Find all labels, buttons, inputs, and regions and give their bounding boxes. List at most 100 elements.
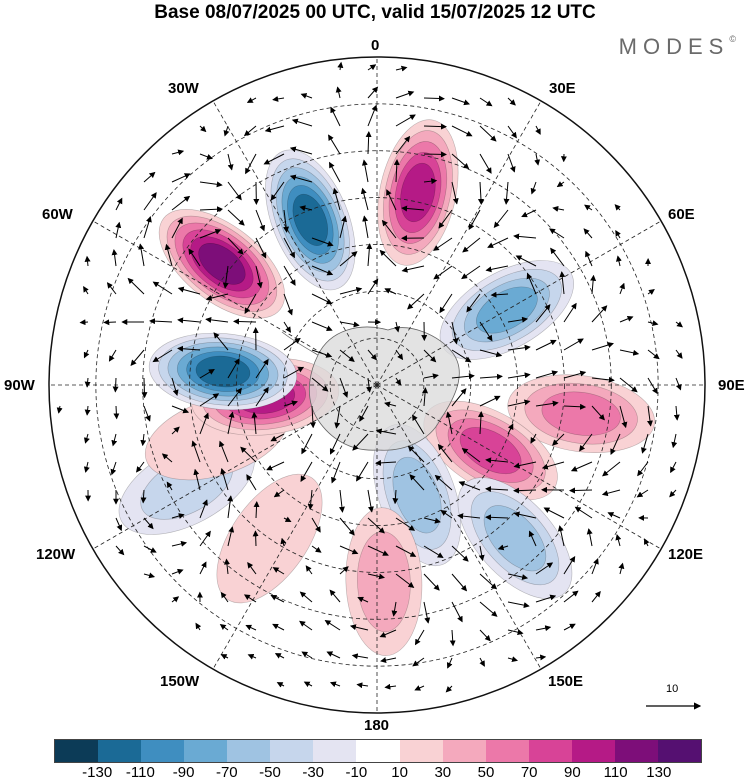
wind-vector <box>227 411 235 435</box>
wind-vector <box>276 682 285 688</box>
wind-vector <box>563 590 579 603</box>
wind-vector <box>152 349 173 363</box>
wind-vector <box>171 426 180 435</box>
wind-vector <box>110 461 117 476</box>
wind-vector <box>143 215 152 239</box>
wind-vector <box>79 319 89 326</box>
wind-vector <box>507 601 530 609</box>
wind-vector <box>143 572 156 579</box>
wind-vector <box>246 97 257 103</box>
anomaly-contour <box>198 243 246 285</box>
wind-vector <box>367 104 378 127</box>
wind-vector <box>563 555 576 575</box>
wind-vector <box>332 187 341 211</box>
wind-vector <box>272 95 285 102</box>
wind-vector <box>423 601 431 624</box>
lon-label-30w: 30W <box>168 80 199 97</box>
wind-vector <box>301 433 313 455</box>
wind-vector <box>219 624 229 631</box>
wind-vector <box>466 293 481 313</box>
colorbar-swatch <box>442 740 486 762</box>
wind-vector <box>579 433 593 452</box>
wind-vector <box>140 433 147 447</box>
wind-vector <box>171 513 185 519</box>
wind-vector <box>591 405 605 421</box>
wind-vector <box>375 428 397 435</box>
wind-vector <box>177 345 201 352</box>
wind-vector <box>324 620 341 631</box>
wind-vector <box>647 377 658 395</box>
wind-vector <box>339 251 358 267</box>
wind-vector <box>339 517 355 536</box>
wind-vector <box>301 651 313 659</box>
wind-vector <box>331 461 341 484</box>
wind-vector <box>423 178 438 185</box>
wind-vector <box>409 474 425 491</box>
wind-vector <box>673 405 680 421</box>
wind-vector <box>199 153 213 160</box>
colorbar-tick-label: -130 <box>82 764 113 781</box>
wind-vector <box>329 589 341 603</box>
wind-vector <box>479 395 501 407</box>
wind-vector <box>552 433 565 446</box>
wind-vector <box>199 125 207 133</box>
wind-vector <box>507 153 516 173</box>
wind-vector <box>563 623 576 631</box>
wind-vector <box>356 461 369 482</box>
meridian-line <box>376 384 542 670</box>
wind-vector <box>283 366 305 379</box>
wind-vector <box>395 65 408 72</box>
wind-vector <box>300 461 313 482</box>
wind-vector <box>171 377 179 396</box>
colorbar-swatch <box>657 740 701 762</box>
wind-vector <box>330 106 341 127</box>
colorbar-tick-label: 10 <box>391 764 408 781</box>
wind-vector <box>311 517 321 533</box>
wind-vector <box>462 237 481 253</box>
colorbar-ticks: -130 -110 -90 -70 -50 -30 -10 10 30 50 70 90 110 130 <box>54 764 702 782</box>
wind-vector <box>563 370 587 379</box>
wind-vector <box>367 489 374 513</box>
colorbar-swatch <box>485 740 529 762</box>
wind-vector <box>513 233 537 240</box>
wind-vector <box>423 373 439 380</box>
colorbar-swatch <box>571 740 615 762</box>
wind-vector <box>171 173 191 183</box>
wind-vector <box>227 237 244 255</box>
colorbar-swatch <box>184 740 228 762</box>
wind-vector <box>305 565 313 575</box>
wind-vector <box>485 457 509 464</box>
wind-vector <box>243 594 257 603</box>
wind-vector <box>386 189 397 211</box>
wind-vector <box>552 205 565 212</box>
wind-vector <box>507 423 514 435</box>
wind-vector <box>193 468 201 491</box>
wind-vector <box>334 405 341 429</box>
wind-vector <box>479 321 493 342</box>
wind-vector <box>273 489 285 498</box>
wind-vector <box>213 332 229 351</box>
wind-vector <box>227 358 240 379</box>
wind-vector <box>393 159 400 183</box>
wind-vector <box>646 405 653 427</box>
wind-vector <box>339 215 348 239</box>
wind-vector <box>423 123 447 130</box>
wind-vector <box>637 461 649 477</box>
lon-label-180: 180 <box>364 717 390 734</box>
wind-vector <box>149 318 173 325</box>
wind-vector <box>177 317 201 324</box>
wind-vector <box>395 114 416 127</box>
wind-vector <box>675 377 682 391</box>
wind-vector <box>440 509 453 519</box>
wind-vector <box>591 342 614 351</box>
wind-vector <box>477 181 484 205</box>
wind-vector <box>559 271 566 295</box>
wind-vector <box>199 228 222 239</box>
wind-vector <box>337 61 344 71</box>
meridian-line <box>376 220 662 386</box>
wind-vector <box>493 209 509 229</box>
wind-vector <box>244 293 257 314</box>
colorbar-swatch <box>313 740 357 762</box>
wind-vector <box>610 433 621 455</box>
wind-vector <box>143 405 151 422</box>
